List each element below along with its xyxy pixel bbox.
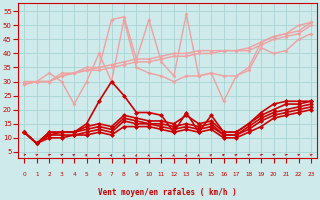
X-axis label: Vent moyen/en rafales ( km/h ): Vent moyen/en rafales ( km/h ) bbox=[98, 188, 237, 197]
